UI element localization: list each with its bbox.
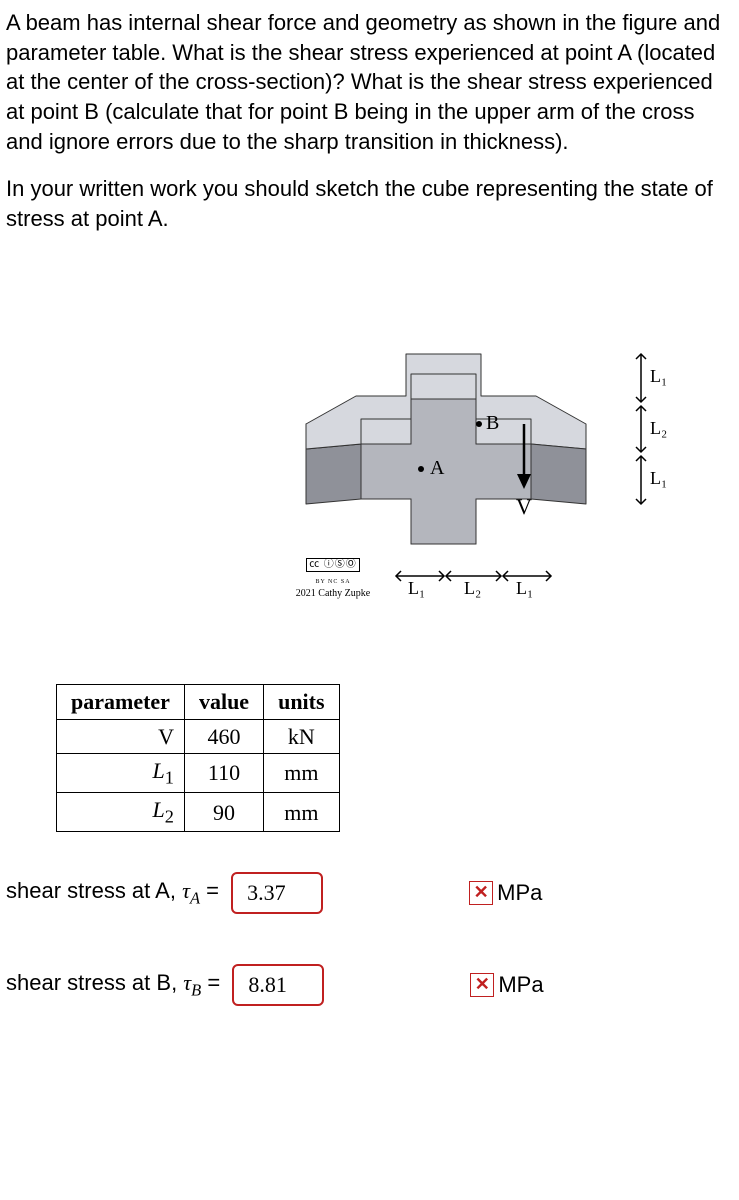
incorrect-icon: ✕ [470,973,494,997]
label-A: A [430,457,445,479]
figure-container: A B V L₁ L₂ L₁ L₁ [6,254,733,654]
answer-input-B[interactable]: 8.81 [232,964,324,1006]
svg-text:L₂: L₂ [464,578,481,598]
table-header: units [264,684,339,719]
table-row: L2 90 mm [57,793,340,832]
answer-input-A[interactable]: 3.37 [231,872,323,914]
parameter-table: parameter value units V 460 kN L1 110 mm… [56,684,340,833]
table-row: L1 110 mm [57,754,340,793]
label-B: B [486,412,499,434]
answer-row-B: shear stress at B, τB = 8.81 ✕ MPa [6,964,733,1006]
unit-B: MPa [498,970,543,1000]
answer-label-B: shear stress at B, τB = [6,968,226,1002]
table-header: parameter [57,684,185,719]
cc-badge-icon: ㏄ ⓘⓈⓄ [306,558,360,572]
table-row: V 460 kN [57,719,340,754]
table-header: value [184,684,263,719]
svg-text:L₁: L₁ [650,366,667,386]
label-V: V [516,494,532,519]
svg-text:L₁: L₁ [516,578,533,598]
answer-label-A: shear stress at A, τA = [6,876,225,910]
problem-paragraph-2: In your written work you should sketch t… [6,174,733,233]
svg-text:L₁: L₁ [650,468,667,488]
unit-A: MPa [497,878,542,908]
problem-paragraph-1: A beam has internal shear force and geom… [6,8,733,156]
figure-attribution: ㏄ ⓘⓈⓄ BY NC SA 2021 Cathy Zupke [278,558,388,601]
svg-text:L₁: L₁ [408,578,425,598]
svg-text:L₂: L₂ [650,418,667,438]
answer-row-A: shear stress at A, τA = 3.37 ✕ MPa [6,872,733,914]
incorrect-icon: ✕ [469,881,493,905]
